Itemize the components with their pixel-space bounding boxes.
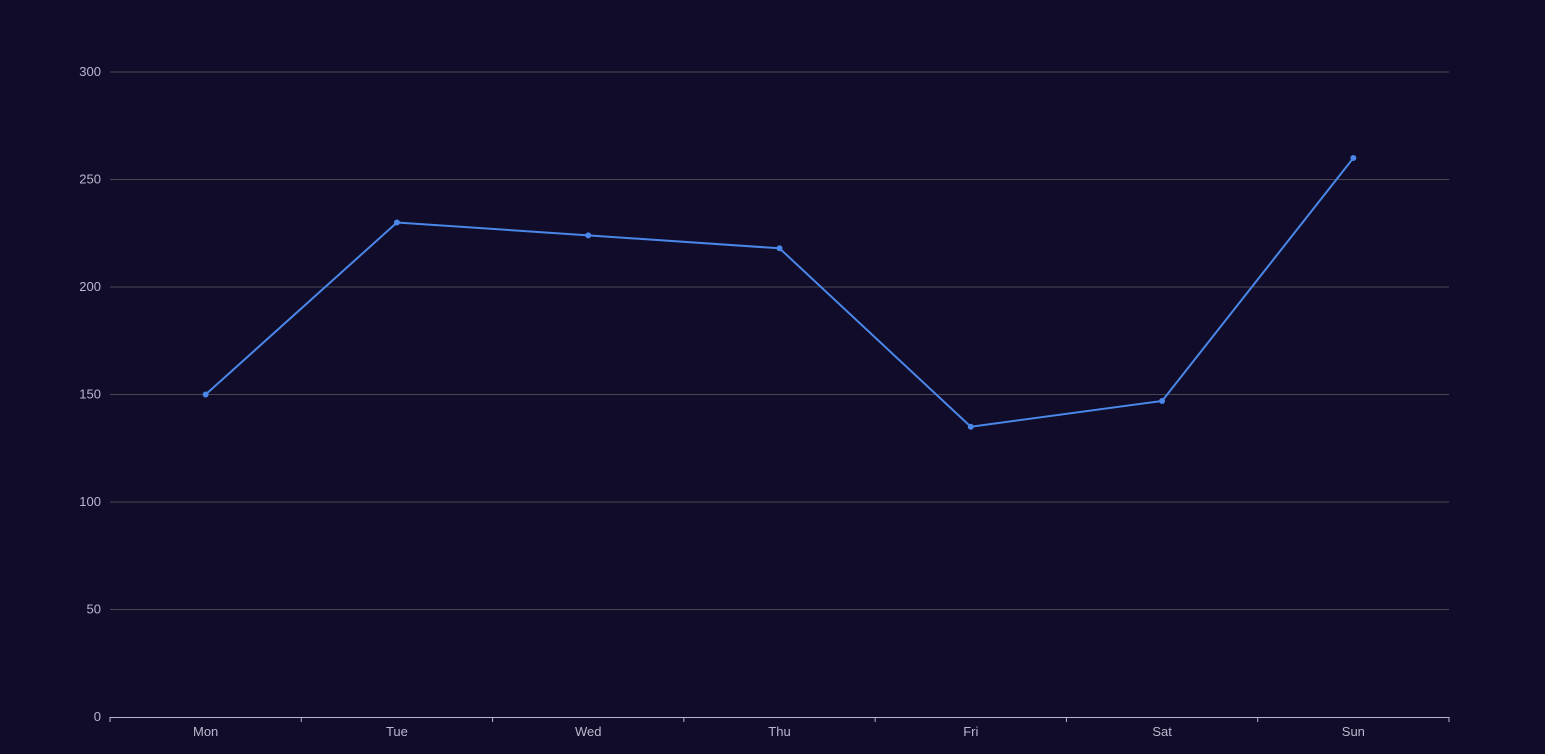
- y-tick-label: 50: [87, 602, 101, 617]
- x-axis: Mon Tue Wed Thu Fri Sat Sun: [109, 717, 1450, 739]
- y-axis-labels: 0 50 100 150 200 250 300: [79, 64, 101, 724]
- data-point: [776, 245, 783, 252]
- x-tick-label: Tue: [386, 724, 408, 739]
- x-tick-label: Sat: [1152, 724, 1172, 739]
- data-point: [393, 219, 400, 226]
- x-tick-label: Wed: [575, 724, 602, 739]
- data-point: [1350, 155, 1357, 161]
- grid-lines: [110, 71, 1449, 610]
- data-point: [967, 423, 974, 430]
- y-tick-label: 0: [94, 709, 101, 724]
- x-tick-label: Fri: [963, 724, 978, 739]
- x-tick-label: Thu: [768, 724, 790, 739]
- x-tick-label: Sun: [1342, 724, 1365, 739]
- data-point: [1159, 397, 1166, 404]
- y-tick-label: 150: [79, 387, 101, 402]
- data-point: [202, 391, 209, 398]
- y-tick-label: 300: [79, 64, 101, 79]
- y-tick-label: 100: [79, 494, 101, 509]
- y-tick-label: 200: [79, 279, 101, 294]
- data-point: [585, 232, 592, 239]
- series-layer: [202, 155, 1357, 430]
- series-line: [204, 157, 1355, 428]
- x-tick-label: Mon: [193, 724, 218, 739]
- y-tick-label: 250: [79, 172, 101, 187]
